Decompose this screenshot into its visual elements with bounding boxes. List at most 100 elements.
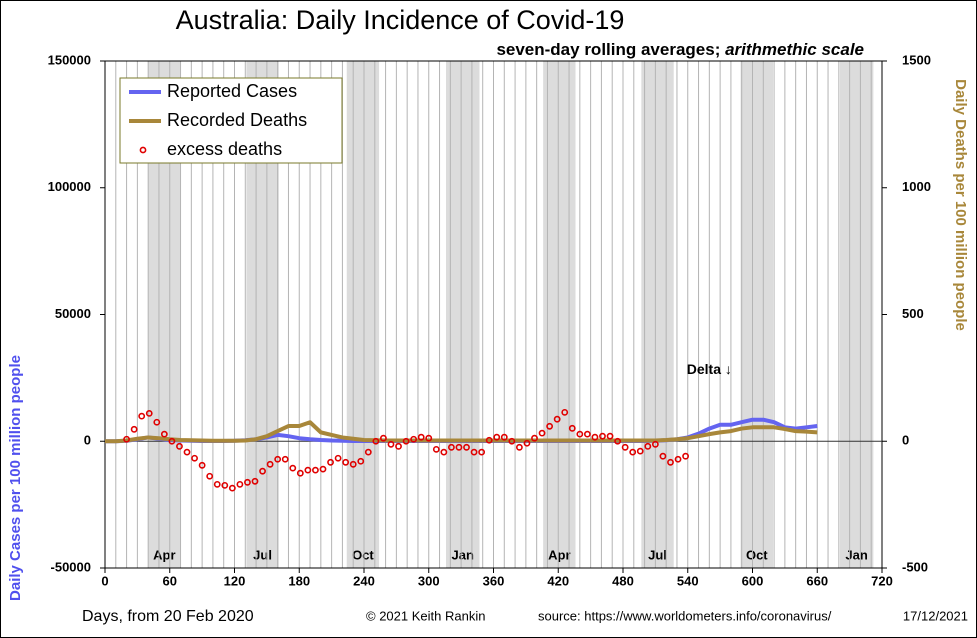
excess-death-point	[168, 437, 176, 445]
excess-death-point	[138, 412, 146, 420]
excess-death-point	[470, 448, 478, 456]
excess-death-point	[485, 436, 493, 444]
x-tick-label: 540	[677, 573, 699, 588]
excess-death-point	[183, 448, 191, 456]
excess-death-point	[281, 455, 289, 463]
excess-death-point	[357, 457, 365, 465]
excess-death-point	[327, 458, 334, 466]
excess-death-point	[372, 437, 380, 445]
month-label: Jan	[845, 547, 867, 562]
excess-death-point	[432, 445, 440, 453]
x-tick-label: 360	[483, 573, 505, 588]
excess-death-point	[682, 452, 689, 460]
month-band	[543, 61, 576, 568]
excess-death-point	[206, 472, 214, 480]
legend-marker	[139, 146, 147, 154]
y-tick-label: 50000	[55, 306, 91, 321]
excess-death-point	[621, 443, 629, 451]
excess-death-point	[644, 442, 652, 450]
x-tick-label: 120	[224, 573, 246, 588]
subtitle-italic: arithmethic scale	[725, 40, 864, 59]
excess-death-point	[319, 465, 327, 473]
x-tick-label: 660	[806, 573, 828, 588]
x-tick-label: 420	[547, 573, 569, 588]
excess-death-point	[130, 425, 138, 433]
excess-death-point	[568, 424, 576, 432]
legend-label: excess deaths	[167, 139, 282, 159]
excess-death-point	[153, 418, 161, 426]
legend-label: Recorded Deaths	[167, 110, 307, 130]
excess-death-point	[455, 443, 463, 451]
x-tick-label: 240	[353, 573, 375, 588]
excess-death-point	[123, 435, 130, 443]
excess-death-point	[516, 443, 523, 451]
excess-death-point	[296, 469, 304, 477]
y-tick-label: 150000	[48, 52, 91, 67]
excess-death-point	[236, 480, 244, 488]
excess-death-point	[380, 434, 387, 442]
chart-title: Australia: Daily Incidence of Covid-19	[176, 5, 625, 35]
excess-death-point	[402, 437, 410, 445]
excess-death-point	[538, 429, 546, 437]
y-tick-label: 0	[84, 433, 91, 448]
x-axis-label: Days, from 20 Feb 2020	[82, 608, 254, 625]
excess-death-point	[667, 458, 674, 466]
excess-death-point	[312, 466, 319, 474]
month-band	[641, 61, 674, 568]
annotation: Delta ↓	[687, 361, 732, 377]
excess-death-point	[176, 442, 183, 450]
month-label: Jul	[648, 547, 667, 562]
x-tick-label: 180	[288, 573, 310, 588]
y2-tick-label: -500	[902, 559, 928, 574]
chart-subtitle: seven-day rolling averages; arithmethic …	[496, 40, 864, 59]
excess-death-point	[583, 430, 591, 438]
excess-death-point	[531, 434, 538, 442]
excess-death-point	[244, 478, 251, 486]
excess-death-point	[364, 448, 372, 456]
credit: © 2021 Keith Rankin	[366, 608, 485, 623]
excess-death-point	[259, 467, 266, 475]
date: 17/12/2021	[903, 608, 968, 623]
excess-death-point	[561, 408, 569, 416]
excess-death-point	[614, 437, 622, 445]
y2-tick-label: 1500	[902, 52, 931, 67]
excess-death-point	[395, 442, 402, 450]
x-tick-label: 0	[101, 573, 108, 588]
excess-death-point	[636, 447, 644, 455]
excess-death-point	[500, 433, 508, 441]
excess-death-point	[508, 437, 516, 445]
excess-death-point	[349, 460, 357, 468]
x-tick-label: 720	[871, 573, 893, 588]
excess-death-point	[289, 464, 297, 472]
excess-death-point	[213, 480, 221, 488]
excess-death-point	[145, 409, 153, 417]
excess-death-point	[304, 466, 312, 474]
excess-death-point	[228, 484, 236, 492]
excess-death-point	[198, 461, 206, 469]
y-axis-label: Daily Cases per 100 million people	[7, 355, 24, 601]
x-tick-label: 600	[742, 573, 764, 588]
excess-death-point	[651, 440, 659, 448]
month-label: Oct	[746, 547, 768, 562]
excess-death-point	[606, 432, 614, 440]
excess-death-point	[342, 458, 350, 466]
excess-death-point	[576, 430, 584, 438]
excess-death-point	[448, 443, 455, 451]
x-tick-label: 300	[418, 573, 440, 588]
excess-death-point	[417, 433, 425, 441]
excess-death-point	[266, 460, 274, 468]
excess-death-point	[553, 415, 561, 423]
x-tick-label: 60	[163, 573, 177, 588]
month-band	[839, 61, 874, 568]
excess-death-point	[478, 448, 486, 456]
series-line	[105, 420, 818, 444]
excess-death-point	[425, 434, 433, 442]
excess-death-point	[334, 454, 342, 462]
excess-death-point	[659, 452, 667, 460]
x-tick-label: 480	[612, 573, 634, 588]
excess-death-point	[440, 448, 448, 456]
month-label: Oct	[352, 547, 374, 562]
month-band	[740, 61, 774, 568]
source: source: https://www.worldometers.info/co…	[538, 608, 832, 623]
